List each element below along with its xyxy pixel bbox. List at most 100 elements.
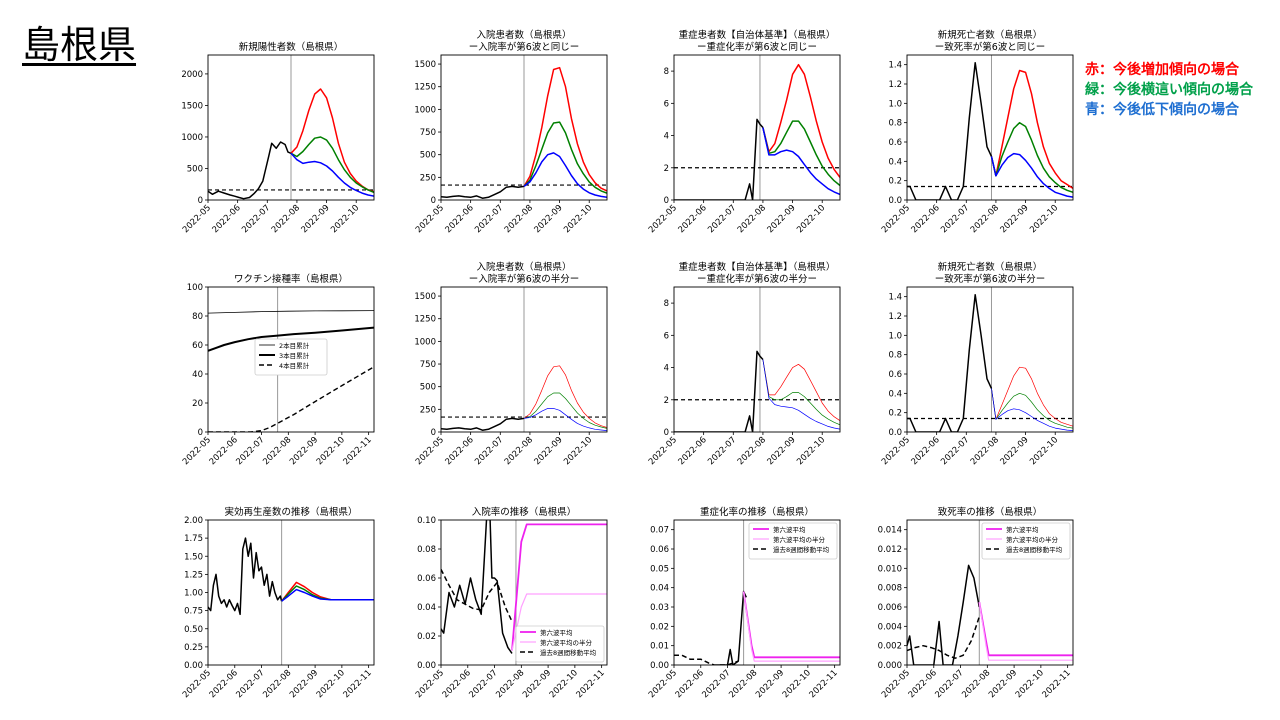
y-tick-label: 0.04	[417, 603, 436, 613]
legend-note-blue: 青：今後低下傾向の場合	[1085, 102, 1239, 118]
y-tick-label: 1500	[181, 101, 203, 111]
x-tick-label: 2022-10	[315, 668, 347, 700]
x-tick-label: 2022-07	[939, 435, 971, 467]
chart-title: 致死率の推移（島根県）	[938, 506, 1043, 518]
series-line	[441, 417, 525, 431]
x-tick-label: 2022-10	[1014, 668, 1046, 700]
x-tick-label: 2022-11	[575, 668, 607, 700]
series-line	[762, 359, 840, 430]
chart-title: ー入院率が第6波と同じー	[469, 41, 580, 53]
plot-frame	[906, 519, 1074, 666]
series-line	[907, 564, 981, 665]
x-tick-label: 2022-05	[414, 435, 446, 467]
y-tick-label: 1000	[181, 133, 203, 143]
y-tick-label: 0.08	[417, 545, 436, 555]
series-line	[907, 61, 993, 200]
x-tick-label: 2022-06	[907, 668, 939, 700]
plot-area	[208, 287, 374, 432]
y-tick-label: 60	[192, 341, 203, 351]
y-tick-label: 1.75	[184, 534, 203, 544]
x-tick-label: 2022-11	[808, 668, 840, 700]
plot-area	[441, 520, 607, 665]
series-line	[991, 388, 1073, 429]
x-tick-label: 2022-08	[727, 668, 759, 700]
plot-frame	[207, 519, 375, 666]
x-tick-label: 2022-08	[969, 203, 1001, 235]
x-tick-label: 2022-10	[548, 668, 580, 700]
y-tick-label: 40	[192, 370, 203, 380]
legend-note-green: 緑：今後横這い傾向の場合	[1085, 82, 1253, 98]
y-tick-label: 8	[664, 299, 669, 309]
plot-area	[441, 287, 607, 432]
x-tick-label: 2022-05	[647, 203, 679, 235]
y-tick-label: 1000	[414, 337, 436, 347]
x-tick-label: 2022-08	[261, 435, 293, 467]
chart-title: ー重症化率が第6波と同じー	[697, 41, 817, 53]
legend-label: 第六波平均	[540, 628, 573, 637]
y-tick-label: 250	[420, 173, 436, 183]
y-tick-label: 750	[420, 360, 436, 370]
chart-title: 重症患者数【自治体基準】（島根県）	[679, 29, 836, 41]
series-line	[762, 359, 840, 421]
plot-frame	[207, 54, 375, 201]
series-line	[523, 152, 607, 199]
y-tick-label: 500	[420, 383, 436, 393]
x-tick-label: 2022-05	[414, 203, 446, 235]
y-tick-label: 0.10	[417, 516, 436, 526]
x-tick-label: 2022-06	[677, 435, 709, 467]
y-tick-label: 1.00	[184, 589, 203, 599]
x-tick-label: 2022-11	[342, 668, 374, 700]
x-tick-label: 2022-08	[261, 668, 293, 700]
x-tick-label: 2022-10	[795, 203, 827, 235]
y-tick-label: 1.2	[888, 312, 902, 322]
y-tick-label: 8	[664, 67, 669, 77]
legend-label: 第六波平均の半分	[773, 535, 826, 544]
x-tick-label: 2022-07	[467, 668, 499, 700]
y-tick-label: 0.6	[888, 138, 902, 148]
y-tick-label: 0.006	[878, 603, 902, 613]
series-line	[208, 310, 374, 314]
color-legend-note: 赤：今後増加傾向の場合 緑：今後横這い傾向の場合 青：今後低下傾向の場合	[1085, 60, 1253, 120]
plot-area	[208, 520, 374, 665]
x-tick-label: 2022-06	[677, 203, 709, 235]
plot-frame	[440, 519, 608, 666]
y-tick-label: 1.4	[888, 293, 902, 303]
y-tick-label: 0.05	[650, 564, 669, 574]
plot-area	[441, 55, 607, 200]
x-tick-label: 2022-10	[781, 668, 813, 700]
series-line	[991, 388, 1073, 431]
x-tick-label: 2022-09	[300, 203, 332, 235]
x-tick-label: 2022-09	[288, 435, 320, 467]
x-tick-label: 2022-10	[329, 203, 361, 235]
chart-10: 入院率の推移（島根県） 0.00 0.02 0.04 0.06 0.08 0.10 2022-…	[414, 506, 608, 700]
y-tick-label: 0	[431, 196, 436, 206]
y-tick-label: 0.07	[650, 526, 669, 536]
x-tick-label: 2022-07	[234, 668, 266, 700]
plot-frame	[906, 54, 1074, 201]
y-tick-label: 2	[664, 396, 669, 406]
legend-label: 4本目累計	[279, 361, 310, 370]
x-tick-label: 2022-06	[441, 668, 473, 700]
series-line	[290, 152, 374, 197]
chart-title: 新規陽性者数（島根県）	[239, 41, 344, 53]
x-tick-label: 2022-09	[987, 668, 1019, 700]
y-tick-label: 0.012	[878, 545, 902, 555]
plot-area	[907, 287, 1073, 432]
y-tick-label: 0.06	[650, 545, 669, 555]
y-tick-label: 0.0	[888, 196, 902, 206]
legend-label: 第六波平均の半分	[540, 638, 593, 647]
series-line	[523, 121, 607, 194]
series-line	[716, 590, 747, 665]
x-tick-label: 2022-05	[880, 668, 912, 700]
y-tick-label: 1.4	[888, 61, 902, 71]
series-line	[441, 568, 513, 622]
series-line	[441, 520, 513, 654]
series-line	[674, 118, 764, 200]
x-tick-label: 2022-05	[647, 435, 679, 467]
series-line	[907, 293, 993, 432]
legend-box	[254, 338, 328, 376]
plot-area	[674, 55, 840, 200]
y-tick-label: 20	[192, 399, 203, 409]
